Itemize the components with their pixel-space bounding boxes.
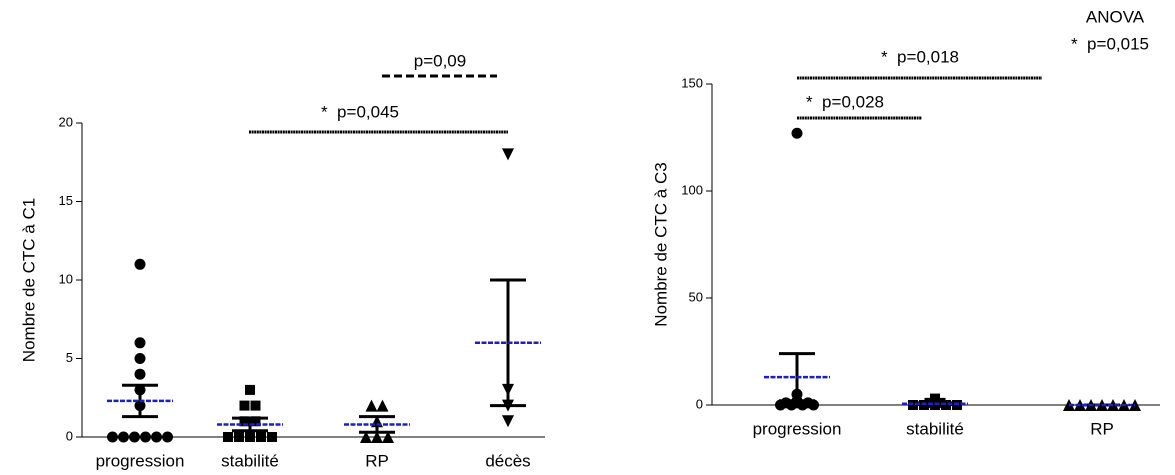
y-tick-label: 0 [66, 428, 73, 443]
annotation: ANOVA [1086, 7, 1145, 26]
data-point [952, 400, 962, 410]
data-point [234, 432, 244, 442]
data-point [118, 431, 129, 443]
data-point [134, 368, 146, 380]
data-point [245, 432, 255, 442]
data-point [371, 431, 383, 443]
data-point [129, 431, 140, 443]
y-tick-label: 20 [59, 114, 73, 129]
data-point [502, 148, 514, 161]
data-point [250, 400, 261, 411]
data-point [930, 393, 940, 404]
data-point [107, 431, 118, 443]
data-point [250, 416, 261, 427]
y-tick-label: 10 [59, 271, 73, 286]
data-point [360, 431, 372, 443]
data-point [908, 400, 918, 410]
y-tick-label: 100 [681, 182, 703, 197]
data-point [134, 258, 146, 270]
x-tick-label: décès [485, 451, 530, 470]
data-point [140, 431, 151, 443]
x-tick-label: progression [753, 419, 842, 438]
data-point [223, 432, 233, 442]
y-axis-label: Nombre de CTC à C1 [19, 198, 38, 362]
data-point [134, 337, 146, 349]
x-tick-label: RP [1090, 419, 1114, 438]
x-tick-label: progression [96, 451, 185, 470]
data-point [134, 353, 146, 364]
annotation: p=0,09 [414, 51, 466, 70]
y-tick-label: 0 [696, 396, 703, 411]
data-point [780, 397, 792, 409]
data-point [382, 431, 394, 443]
data-point [151, 431, 162, 443]
y-axis-label: Nombre de CTC à C3 [651, 162, 670, 326]
data-point [365, 399, 378, 412]
y-tick-label: 15 [59, 193, 73, 208]
data-point [791, 127, 803, 139]
x-tick-label: stabilité [221, 451, 279, 470]
y-tick-label: 150 [681, 75, 703, 90]
y-tick-label: 50 [689, 289, 703, 304]
x-tick-label: stabilité [906, 419, 964, 438]
data-point [239, 400, 250, 411]
data-point [802, 397, 814, 409]
data-point [162, 431, 173, 443]
data-point [502, 415, 514, 428]
data-point [239, 416, 250, 427]
annotation: * p=0,045 [321, 102, 399, 121]
annotation: * p=0,018 [881, 47, 959, 66]
data-point [245, 384, 255, 395]
y-tick-label: 5 [66, 350, 73, 365]
x-tick-label: RP [365, 451, 389, 470]
annotation: * p=0,028 [806, 92, 884, 111]
data-point [376, 399, 389, 412]
data-point [256, 432, 266, 442]
data-point [267, 432, 277, 442]
annotation: * p=0,015 [1071, 34, 1149, 53]
